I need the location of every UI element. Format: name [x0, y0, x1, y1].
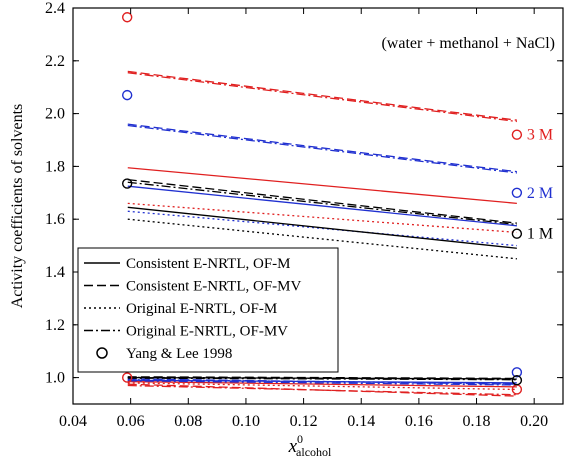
series-line — [127, 384, 517, 396]
series-line — [127, 206, 517, 249]
legend-label: Consistent E-NRTL, OF-MV — [126, 279, 302, 295]
x-tick-label: 0.20 — [520, 413, 548, 430]
series-line — [127, 178, 517, 224]
x-tick-label: 0.10 — [232, 413, 260, 430]
series-line — [127, 124, 517, 174]
data-point — [511, 187, 523, 199]
x-axis-label-main: x — [288, 436, 298, 457]
data-point — [511, 375, 523, 386]
series-line — [127, 379, 517, 384]
x-tick-label: 0.04 — [59, 413, 87, 430]
plot-frame — [72, 7, 564, 405]
x-tick-label: 0.06 — [117, 413, 145, 430]
y-tick-label: 1.2 — [45, 317, 65, 334]
x-axis-label: x0 alcohol — [288, 432, 332, 459]
series-layer — [127, 70, 517, 397]
series-line — [127, 185, 517, 227]
concentration-labels: 3 M 2 M 1 M — [527, 127, 553, 243]
legend-label: Original E-NRTL, OF-MV — [126, 324, 288, 340]
x-tick-label: 0.12 — [290, 413, 318, 430]
concentration-label: 2 M — [527, 185, 553, 202]
series-line — [127, 167, 517, 205]
y-tick-label: 1.4 — [45, 264, 65, 281]
x-axis-label-sub: alcohol — [296, 445, 332, 459]
y-tick-label: 1.0 — [45, 370, 65, 387]
legend-label: Original E-NRTL, OF-M — [126, 301, 277, 317]
x-tick-label: 0.08 — [174, 413, 202, 430]
concentration-label: 3 M — [527, 127, 553, 144]
y-tick-label: 2.2 — [45, 53, 65, 70]
legend: Consistent E-NRTL, OF-M Consistent E-NRTL… — [77, 247, 339, 373]
data-point — [121, 89, 133, 101]
series-line — [127, 218, 517, 260]
points-layer — [121, 12, 523, 395]
legend-label: Yang & Lee 1998 — [126, 346, 232, 362]
data-point — [511, 367, 523, 378]
legend-box — [77, 247, 339, 373]
series-line — [127, 70, 517, 121]
legend-marker — [96, 347, 108, 359]
chart-annotation: (water + methanol + NaCl) — [381, 35, 555, 52]
data-point — [121, 372, 133, 383]
series-line — [127, 181, 517, 226]
series-line — [127, 210, 517, 247]
series-line — [127, 377, 517, 381]
series-line — [127, 202, 517, 234]
series-line — [127, 380, 517, 388]
y-tick-label: 1.6 — [45, 211, 65, 228]
x-tick-label: 0.18 — [463, 413, 491, 430]
series-line — [127, 380, 517, 386]
series-line — [127, 72, 517, 123]
data-point — [511, 228, 523, 239]
data-point — [511, 129, 523, 140]
y-tick-label: 2.0 — [45, 106, 65, 123]
data-point — [121, 12, 133, 23]
series-line — [127, 123, 517, 173]
y-axis-label: Activity coefficients of solvents — [9, 104, 26, 309]
x-tick-label: 0.14 — [347, 413, 375, 430]
y-tick-label: 2.4 — [45, 0, 65, 17]
y-tick-label: 1.8 — [45, 158, 65, 175]
x-axis-label-sup: 0 — [297, 432, 303, 446]
concentration-label: 1 M — [527, 226, 553, 243]
ticks-layer: 0.04 0.06 0.08 0.10 0.12 0.14 0.16 0.18 0.20 1.0 1… — [45, 0, 563, 430]
x-tick-label: 0.16 — [405, 413, 433, 430]
data-point — [121, 178, 133, 189]
legend-label: Consistent E-NRTL, OF-M — [126, 256, 291, 272]
